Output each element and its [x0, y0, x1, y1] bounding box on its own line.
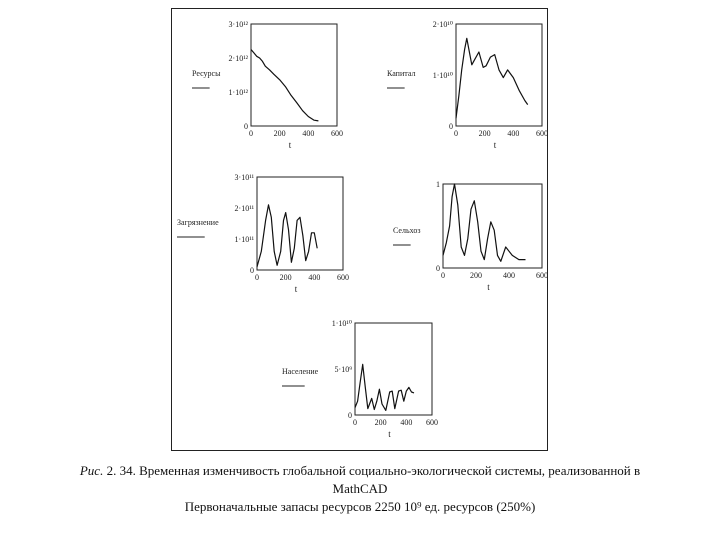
y-tick-label: 5·10⁹: [335, 365, 353, 374]
y-tick-label: 0: [449, 122, 453, 131]
x-tick-label: 200: [274, 129, 286, 138]
x-axis-label: t: [289, 140, 292, 150]
x-tick-label: 0: [454, 129, 458, 138]
y-tick-label: 2·10¹¹: [235, 204, 255, 213]
y-axis-label: Загрязнение: [177, 218, 219, 227]
x-tick-label: 200: [375, 418, 387, 427]
chart-agriculture: 1 00 200 400 600 t Сельхоз: [393, 180, 548, 292]
y-axis-label: Капитал: [387, 69, 415, 78]
series-line: [250, 49, 319, 122]
chart-population: 1·10¹⁰ 5·10⁹ 00 200 400 600 t Население: [282, 319, 438, 439]
caption-line-2: MathCAD: [332, 481, 388, 496]
x-tick-label: 200: [470, 271, 482, 280]
x-tick-label: 0: [249, 129, 253, 138]
plot-area: [256, 176, 344, 271]
plot-area: [455, 23, 543, 127]
y-tick-label: 2·10¹²: [229, 54, 249, 63]
x-tick-label: 400: [507, 129, 519, 138]
series-line: [455, 37, 529, 119]
x-tick-label: 0: [353, 418, 357, 427]
y-tick-label: 0: [250, 266, 254, 275]
x-tick-label: 400: [302, 129, 314, 138]
caption-prefix: Рис.: [79, 463, 104, 478]
y-tick-label: 3·10¹²: [229, 20, 249, 29]
x-tick-label: 200: [280, 273, 292, 282]
y-tick-label: 1: [436, 180, 440, 189]
y-tick-label: 2·10¹⁰: [433, 20, 453, 29]
caption-line-1: Рис. 2. 34. Временная изменчивость глоба…: [0, 462, 720, 480]
y-axis-label: Сельхоз: [393, 226, 420, 235]
chart-resources: 3·10¹² 2·10¹² 1·10¹² 00 200 400 600 t Ресурсы: [192, 20, 343, 150]
series-line: [354, 363, 415, 412]
x-axis-label: t: [388, 429, 391, 439]
x-tick-label: 400: [503, 271, 515, 280]
x-axis-label: t: [494, 140, 497, 150]
plot-area: [442, 183, 543, 269]
y-tick-label: 0: [348, 411, 352, 420]
chart-pollution: 3·10¹¹ 2·10¹¹ 1·10¹¹ 00 200 400 600 t Загрязнени…: [177, 173, 349, 294]
x-tick-label: 600: [337, 273, 349, 282]
y-tick-label: 0: [436, 264, 440, 273]
x-tick-label: 400: [308, 273, 320, 282]
y-axis-label: Население: [282, 367, 319, 376]
figure-caption: Рис. 2. 34. Временная изменчивость глоба…: [0, 462, 720, 516]
caption-line-3: Первоначальные запасы ресурсов 2250 10⁹ …: [184, 499, 536, 514]
series-line: [442, 183, 526, 262]
x-axis-label: t: [295, 284, 298, 294]
x-tick-label: 600: [536, 271, 548, 280]
plot-area: [354, 322, 433, 416]
x-tick-label: 0: [441, 271, 445, 280]
x-tick-label: 200: [479, 129, 491, 138]
x-tick-label: 0: [255, 273, 259, 282]
y-tick-label: 3·10¹¹: [235, 173, 255, 182]
y-tick-label: 1·10¹²: [229, 88, 249, 97]
chart-capital: 2·10¹⁰ 1·10¹⁰ 00 200 400 600 t Капитал: [387, 20, 548, 150]
caption-text-1: 2. 34. Временная изменчивость глобальной…: [103, 463, 641, 478]
x-axis-label: t: [487, 282, 490, 292]
y-tick-label: 0: [244, 122, 248, 131]
x-tick-label: 600: [331, 129, 343, 138]
figure-frame: [171, 8, 548, 451]
y-tick-label: 1·10¹⁰: [433, 71, 453, 80]
x-tick-label: 600: [536, 129, 548, 138]
x-tick-label: 400: [400, 418, 412, 427]
series-line: [256, 204, 318, 268]
x-tick-label: 600: [426, 418, 438, 427]
y-tick-label: 1·10¹⁰: [332, 319, 352, 328]
y-tick-label: 1·10¹¹: [235, 235, 255, 244]
plot-area: [250, 23, 338, 127]
y-axis-label: Ресурсы: [192, 69, 221, 78]
